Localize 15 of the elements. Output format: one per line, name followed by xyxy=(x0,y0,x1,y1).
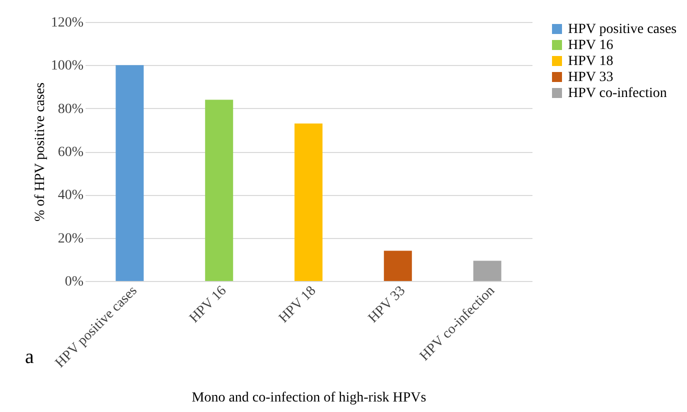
x-axis-title: Mono and co-infection of high-risk HPVs xyxy=(192,390,426,406)
y-tick-label: 120% xyxy=(50,16,84,30)
text: a xyxy=(25,346,34,368)
y-tick-label: 60% xyxy=(58,145,84,160)
y-tick-label: 100% xyxy=(50,58,84,74)
legend-label: HPV positive cases xyxy=(568,22,677,37)
legend-label: HPV 16 xyxy=(568,38,614,53)
y-tick-label: 80% xyxy=(58,102,84,117)
y-tick-label: 20% xyxy=(58,231,84,246)
legend-label: HPV 18 xyxy=(568,54,614,69)
y-axis-title: % of HPV positive cases xyxy=(32,82,48,222)
y-tick-label: 0% xyxy=(64,274,84,290)
legend-label: HPV co-infection xyxy=(568,86,667,101)
y-tick-label: 40% xyxy=(58,188,84,204)
legend-label: HPV 33 xyxy=(568,70,614,85)
